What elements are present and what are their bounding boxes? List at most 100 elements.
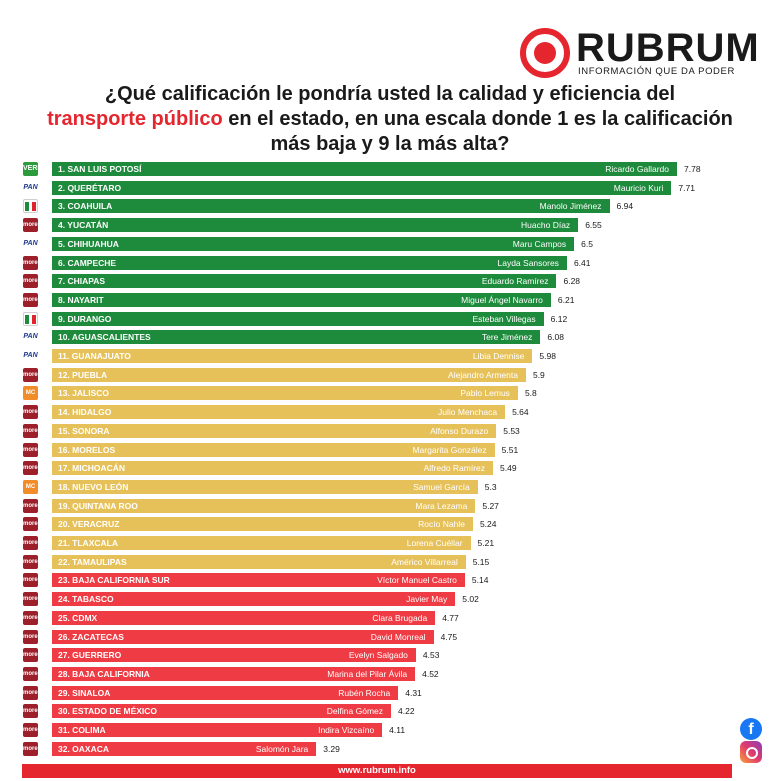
bar-governor-label: Miguel Ángel Navarro bbox=[461, 294, 543, 305]
bar-value-label: 6.41 bbox=[573, 257, 591, 268]
bar-category-label: 14. HIDALGO bbox=[58, 407, 112, 418]
bar-value-label: 5.21 bbox=[477, 538, 495, 548]
bar: 2. QUERÉTARO Mauricio Kuri bbox=[52, 180, 672, 195]
party-pan-icon: PAN bbox=[23, 330, 38, 345]
instagram-icon[interactable] bbox=[740, 741, 762, 763]
bar-governor-label: Mauricio Kuri bbox=[613, 182, 664, 193]
bar-category-label: 5. CHIHUAHUA bbox=[58, 238, 119, 249]
party-pan-icon: PAN bbox=[23, 236, 38, 251]
party-morena-icon: morena bbox=[23, 292, 38, 307]
bar-category-label: 28. BAJA CALIFORNIA bbox=[58, 668, 150, 679]
bar-value-label: 4.53 bbox=[422, 650, 440, 661]
bar: 20. VERACRUZ Rocío Nahle bbox=[52, 517, 473, 532]
bar-category-label: 32. OAXACA bbox=[58, 743, 110, 754]
bar-value-label: 3.29 bbox=[323, 743, 340, 754]
bar: 23. BAJA CALIFORNIA SUR Víctor Manuel Cas… bbox=[52, 573, 465, 588]
party-morena-icon: morena bbox=[23, 274, 38, 289]
party-morena-icon: morena bbox=[23, 685, 38, 700]
party-morena-icon: morena bbox=[23, 461, 38, 476]
bar-category-label: 29. SINALOA bbox=[58, 687, 111, 698]
bar: 8. NAYARIT Miguel Ángel Navarro bbox=[52, 292, 551, 307]
party-morena-icon: morena bbox=[23, 573, 38, 588]
bar-governor-label: Clara Brugada bbox=[372, 612, 428, 623]
rubrum-logo: RUBRUM INFORMACIÓN QUE DA PODER bbox=[520, 26, 760, 78]
bar-category-label: 8. NAYARIT bbox=[58, 294, 104, 305]
bar-governor-label: Pablo Lemus bbox=[460, 388, 510, 399]
bar: 13. JALISCO Pablo Lemus bbox=[52, 386, 518, 401]
party-mc-icon: MC bbox=[23, 479, 38, 494]
bar-governor-label: Víctor Manuel Castro bbox=[377, 575, 457, 586]
bar-value-label: 4.75 bbox=[440, 631, 458, 642]
bar-value-label: 5.64 bbox=[512, 407, 529, 418]
bar-category-label: 9. DURANGO bbox=[58, 313, 112, 324]
bar-value-label: 4.11 bbox=[389, 725, 406, 735]
bar: 22. TAMAULIPAS Américo Villarreal bbox=[52, 554, 466, 569]
bar-value-label: 7.71 bbox=[678, 182, 695, 193]
bar-category-label: 11. GUANAJUATO bbox=[58, 351, 131, 361]
party-morena-icon: morena bbox=[23, 517, 38, 532]
bar-category-label: 27. GUERRERO bbox=[58, 650, 122, 661]
bar-category-label: 24. TABASCO bbox=[58, 594, 114, 605]
bar: 18. NUEVO LEÓN Samuel García bbox=[52, 479, 478, 494]
bar: 14. HIDALGO Julio Menchaca bbox=[52, 405, 506, 420]
party-morena-icon: morena bbox=[23, 592, 38, 607]
bar-value-label: 5.24 bbox=[479, 519, 497, 530]
bar-category-label: 15. SONORA bbox=[58, 425, 110, 436]
party-pri-icon bbox=[23, 311, 38, 326]
bar: 25. CDMX Clara Brugada bbox=[52, 610, 436, 625]
bar-governor-label: Javier May bbox=[406, 594, 448, 605]
bar-governor-label: Tere Jiménez bbox=[481, 332, 533, 343]
party-morena-icon: morena bbox=[23, 536, 38, 550]
bar-category-label: 30. ESTADO DE MÉXICO bbox=[58, 706, 158, 717]
bar: 31. COLIMA Indira Vizcaíno bbox=[52, 723, 383, 737]
bar-value-label: 5.3 bbox=[484, 481, 497, 492]
party-mc-icon: MC bbox=[23, 386, 38, 401]
bar-value-label: 4.77 bbox=[442, 612, 459, 623]
party-morena-icon: morena bbox=[23, 423, 38, 438]
bar-value-label: 5.27 bbox=[482, 500, 499, 511]
bar: 21. TLAXCALA Lorena Cuéllar bbox=[52, 536, 471, 550]
facebook-icon[interactable]: f bbox=[740, 718, 762, 740]
bar-value-label: 6.55 bbox=[585, 220, 602, 231]
bar-governor-label: Margarita González bbox=[412, 444, 487, 455]
bar-value-label: 7.78 bbox=[684, 164, 701, 174]
bar: 3. COAHUILA Manolo Jiménez bbox=[52, 199, 610, 214]
bar-governor-label: Libia Dennise bbox=[472, 351, 525, 361]
bar-governor-label: Alejandro Armenta bbox=[448, 369, 518, 380]
bar: 26. ZACATECAS David Monreal bbox=[52, 629, 434, 644]
bar-category-label: 18. NUEVO LEÓN bbox=[58, 481, 129, 492]
bar-category-label: 17. MICHOACÁN bbox=[58, 463, 126, 474]
party-morena-icon: morena bbox=[23, 704, 38, 719]
bar: 29. SINALOA Rubén Rocha bbox=[52, 685, 399, 700]
party-morena-icon: morena bbox=[23, 723, 38, 737]
bar-category-label: 31. COLIMA bbox=[58, 725, 106, 735]
bar-category-label: 10. AGUASCALIENTES bbox=[58, 332, 151, 343]
bar-value-label: 6.12 bbox=[550, 313, 568, 324]
bar-governor-label: Rocío Nahle bbox=[418, 519, 465, 530]
bar-governor-label: Delfina Gómez bbox=[326, 706, 383, 717]
brand-tagline: INFORMACIÓN QUE DA PODER bbox=[578, 66, 735, 77]
bar: 32. OAXACA Salomón Jara bbox=[52, 741, 317, 756]
bar: 19. QUINTANA ROO Mara Lezama bbox=[52, 498, 476, 513]
bar-value-label: 5.49 bbox=[500, 463, 517, 474]
title-part-1: ¿Qué calificación le pondría usted la ca… bbox=[104, 83, 676, 105]
footer-url[interactable]: www.rubrum.info bbox=[338, 765, 416, 776]
party-morena-icon: morena bbox=[23, 666, 38, 681]
title-part-2: en el estado, en una escala donde 1 es l… bbox=[228, 108, 733, 155]
bar: 16. MORELOS Margarita González bbox=[52, 442, 495, 457]
bar-governor-label: David Monreal bbox=[370, 631, 426, 642]
bar-value-label: 4.22 bbox=[398, 706, 415, 717]
bar-governor-label: Rubén Rocha bbox=[338, 687, 391, 698]
bar-category-label: 23. BAJA CALIFORNIA SUR bbox=[58, 575, 170, 586]
party-morena-icon: morena bbox=[23, 405, 38, 420]
party-pvem-icon: VERDE bbox=[23, 162, 38, 176]
bar-governor-label: Esteban Villegas bbox=[472, 313, 536, 324]
bar-value-label: 5.51 bbox=[501, 444, 519, 455]
bar-governor-label: Salomón Jara bbox=[255, 743, 309, 754]
party-morena-icon: morena bbox=[23, 498, 38, 513]
bar-category-label: 19. QUINTANA ROO bbox=[58, 500, 138, 511]
bar: 4. YUCATÁN Huacho Díaz bbox=[52, 218, 579, 233]
bar-category-label: 22. TAMAULIPAS bbox=[58, 556, 127, 567]
bar-category-label: 25. CDMX bbox=[58, 612, 98, 623]
chart-title: ¿Qué calificación le pondría usted la ca… bbox=[40, 82, 740, 157]
